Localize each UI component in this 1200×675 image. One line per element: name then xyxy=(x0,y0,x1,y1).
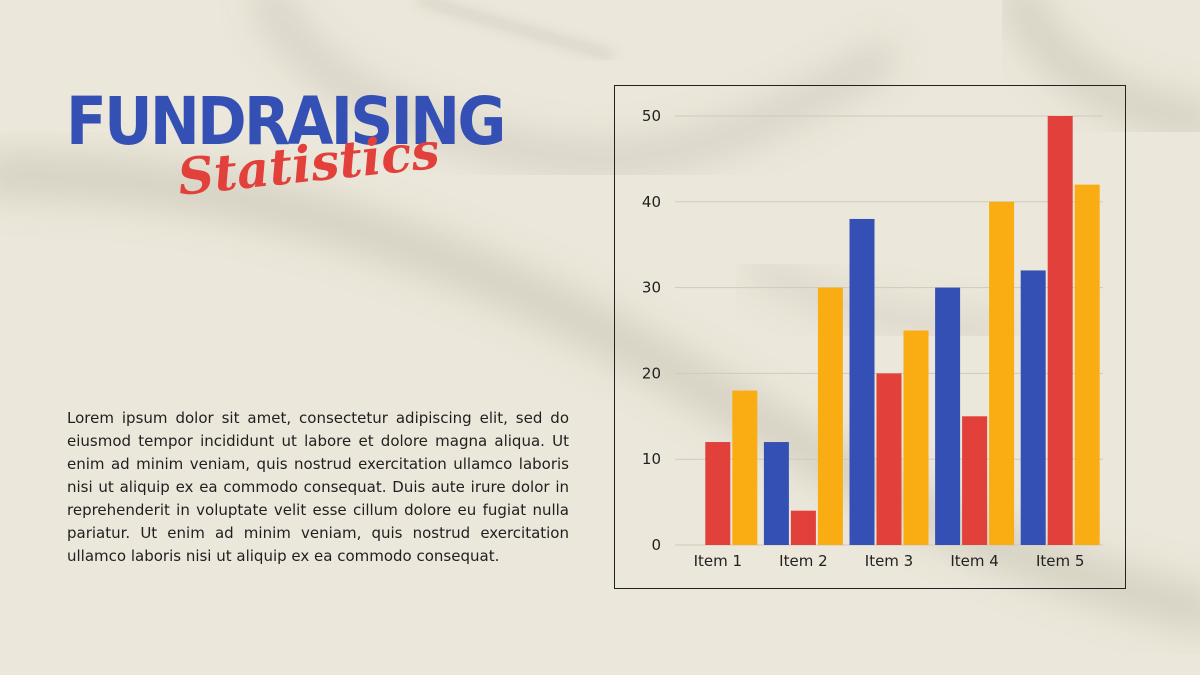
body-paragraph: Lorem ipsum dolor sit amet, consectetur … xyxy=(67,409,569,565)
bar xyxy=(876,373,902,545)
x-tick-label: Item 1 xyxy=(694,552,742,570)
y-tick-label: 50 xyxy=(642,107,661,125)
x-tick-label: Item 3 xyxy=(865,552,913,570)
bar xyxy=(763,442,789,545)
y-tick-label: 30 xyxy=(642,279,661,297)
bar xyxy=(849,218,875,545)
bar xyxy=(790,510,816,545)
bar xyxy=(903,330,929,545)
bar xyxy=(705,442,731,545)
bar xyxy=(732,390,758,545)
y-tick-label: 10 xyxy=(642,450,661,468)
bar xyxy=(1020,270,1046,545)
x-tick-label: Item 2 xyxy=(779,552,827,570)
y-tick-label: 20 xyxy=(642,364,661,382)
x-tick-label: Item 4 xyxy=(950,552,998,570)
bar xyxy=(1047,116,1073,545)
page-title: FUNDRAISING xyxy=(66,83,506,160)
bar xyxy=(1074,184,1100,545)
y-tick-label: 0 xyxy=(651,536,661,554)
bar xyxy=(989,201,1015,546)
x-tick-label: Item 5 xyxy=(1036,552,1084,570)
bar xyxy=(817,287,843,545)
bar-chart-plot: 0 10 20 30 40 50 Item 1 Item 2 Item 3 Item 4 Item … xyxy=(642,107,1103,570)
bar xyxy=(935,287,961,545)
bar-chart: 0 10 20 30 40 50 Item 1 Item 2 Item 3 Item 4 Item … xyxy=(614,85,1126,589)
bar xyxy=(962,416,988,545)
y-tick-label: 40 xyxy=(642,193,661,211)
